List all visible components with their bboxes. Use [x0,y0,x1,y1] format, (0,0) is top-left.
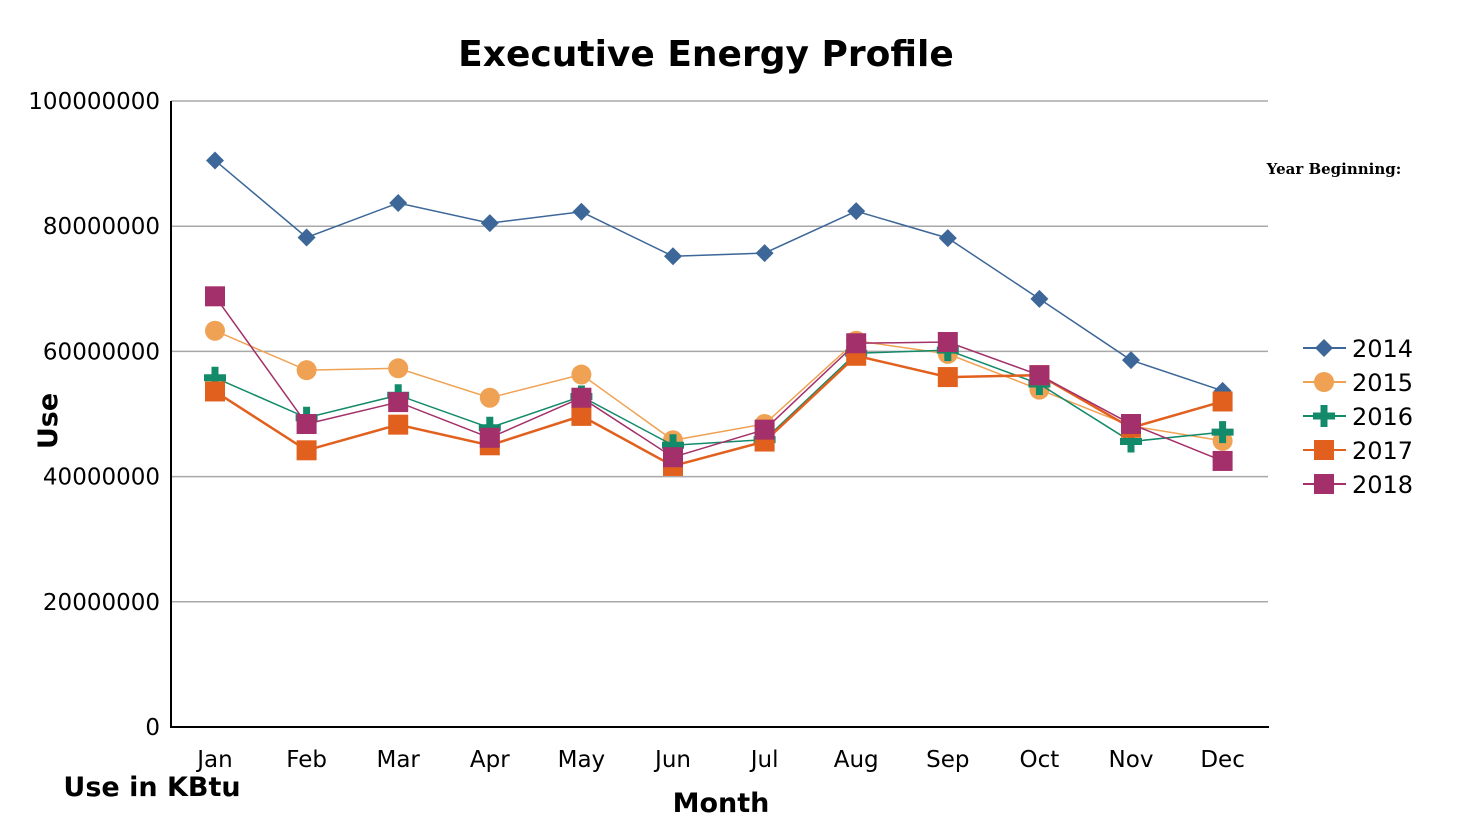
legend-item-2016: 2016 [1303,403,1413,431]
y-tick-label: 0 [145,715,160,741]
data-point-2015 [205,320,225,341]
data-point-2014 [664,247,682,266]
x-tick-label: Jul [749,747,779,773]
data-point-2018 [296,414,317,435]
series-2014 [206,151,1232,400]
x-axis-title: Month [673,788,770,819]
data-point-2017 [1212,391,1233,412]
data-point-2014 [1030,289,1049,308]
data-point-2015 [479,387,500,408]
series-line-2017 [214,354,1223,468]
x-tick-label: Dec [1200,747,1245,773]
data-point-2017 [937,367,958,388]
grid-lines [171,100,1268,603]
data-point-2017 [296,440,317,461]
legend-label: 2017 [1352,437,1413,465]
legend-marker [1314,474,1334,494]
data-point-2018 [846,333,867,354]
data-point-2017 [388,414,409,435]
data-point-2014 [480,214,499,233]
data-point-2014 [755,244,774,263]
series-layer [204,151,1234,476]
data-point-2018 [937,332,958,353]
data-point-2018 [571,387,592,408]
x-tick-label: Jun [653,747,691,773]
data-point-2018 [388,392,409,413]
x-tick-label: Aug [834,747,879,773]
y-tick-label: 80000000 [43,214,160,240]
series-line-2016 [214,349,1223,447]
x-tick-label: Sep [926,747,969,773]
legend-marker [1313,405,1335,427]
x-tick-label: Apr [470,747,510,773]
legend-item-2017: 2017 [1303,437,1413,465]
y-axis-ticks: 0 20000000 40000000 60000000 80000000 1000000… [28,89,160,741]
data-point-2014 [389,194,408,213]
data-point-2018 [754,419,775,440]
data-point-2015 [571,364,592,385]
y-axis-title: Use [33,393,64,449]
data-point-2018 [1212,450,1233,471]
legend-item-2015: 2015 [1303,369,1413,397]
legend-marker [1314,440,1334,460]
data-point-2014 [297,228,316,247]
series-line-2015 [214,330,1223,442]
data-point-2016 [662,434,684,457]
series-line-2018 [214,295,1223,462]
x-tick-label: Jan [195,747,232,773]
legend-label: 2015 [1352,369,1413,397]
data-point-2014 [572,202,591,221]
data-point-2018 [1029,365,1050,386]
data-point-2018 [1121,414,1141,435]
data-point-2016 [1211,421,1234,444]
data-point-2018 [663,447,683,468]
y-tick-label: 20000000 [43,590,160,616]
data-point-2015 [388,358,409,379]
x-tick-label: May [558,747,606,773]
data-point-2014 [938,229,957,248]
data-point-2014 [206,151,224,170]
x-axis-ticks: Jan Feb Mar Apr May Jun Jul Aug Sep Oct Nov Dec [195,747,1245,773]
legend-label: 2018 [1352,471,1413,499]
y-tick-label: 40000000 [43,465,160,491]
legend-item-2018: 2018 [1303,471,1413,499]
legend-marker [1314,372,1334,392]
unit-note: Use in KBtu [63,772,240,803]
data-point-2018 [479,427,500,448]
x-tick-label: Oct [1020,747,1060,773]
legend-label: 2014 [1352,335,1413,363]
x-tick-label: Feb [286,747,327,773]
y-tick-label: 100000000 [28,89,160,115]
data-point-2015 [296,360,317,381]
x-tick-label: Mar [376,747,420,773]
series-2015 [205,320,1233,451]
data-point-2014 [1122,351,1140,370]
data-point-2016 [478,416,501,439]
y-tick-label: 60000000 [43,339,160,365]
data-point-2018 [205,286,225,307]
chart-title: Executive Energy Profile [458,34,954,75]
data-point-2014 [847,202,866,221]
x-tick-label: Nov [1109,747,1154,773]
legend-item-2014: 2014 [1303,335,1413,363]
series-2018 [205,286,1233,471]
series-line-2014 [214,159,1223,392]
legend-marker [1315,339,1333,357]
legend: 2014 2015 2016 2017 2018 [1303,335,1413,499]
data-point-2017 [571,405,592,426]
data-point-2016 [1120,430,1142,453]
data-point-2016 [204,366,226,389]
legend-title: Year Beginning: [1266,160,1402,178]
data-point-2017 [205,381,225,402]
legend-label: 2016 [1352,403,1413,431]
